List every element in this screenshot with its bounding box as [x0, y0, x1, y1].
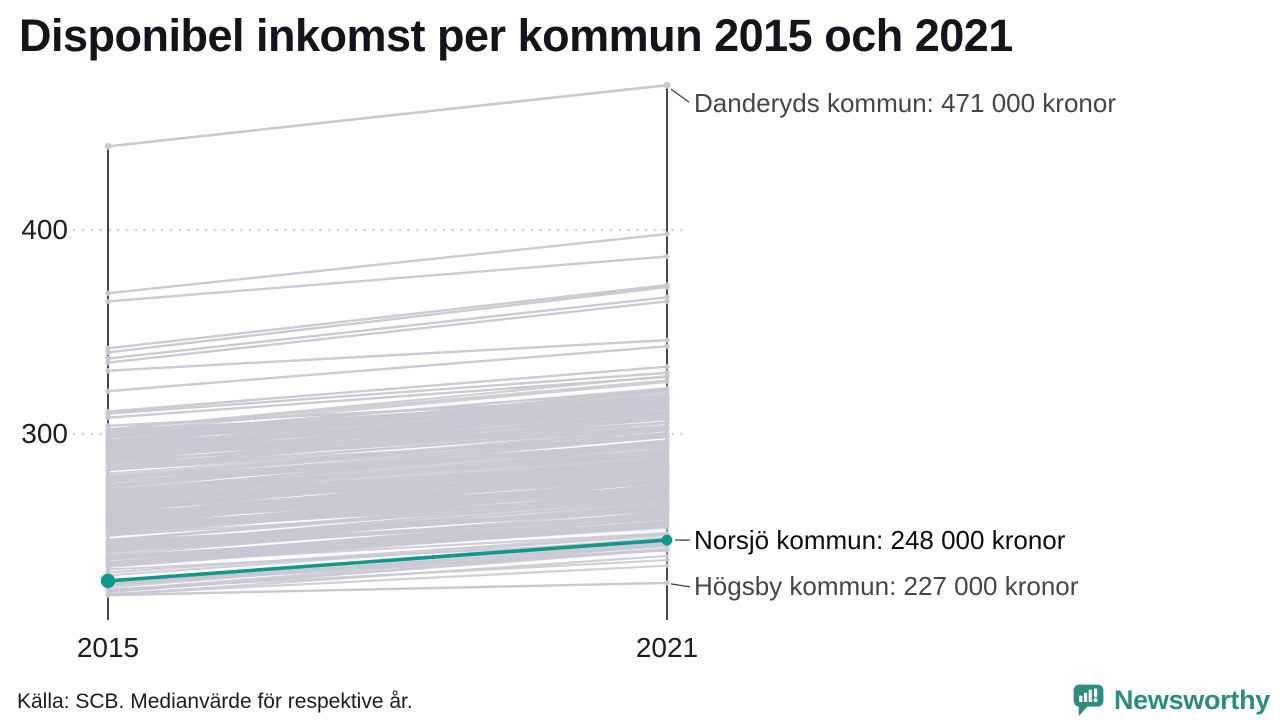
newsworthy-speech-bubble-icon	[1073, 684, 1104, 717]
annotation-danderyd: Danderyds kommun: 471 000 kronor	[694, 88, 1117, 118]
x-axis-label-2021: 2021	[635, 632, 699, 663]
source-note: Källa: SCB. Medianvärde för respektive å…	[17, 690, 413, 713]
chart-title: Disponibel inkomst per kommun 2015 och 2…	[19, 10, 1013, 61]
y-tick-label-300: 300	[21, 418, 68, 449]
x-axis-label-2015: 2015	[76, 632, 140, 663]
norsjo-highlight-line	[100, 534, 673, 589]
newsworthy-wordmark: Newsworthy	[1113, 685, 1270, 715]
annotation-hogsby: Högsby kommun: 227 000 kronor	[694, 571, 1079, 601]
labeled-gray-lines	[104, 81, 671, 598]
annotation-connectors	[670, 88, 691, 588]
y-tick-label-400: 400	[21, 214, 68, 245]
annotation-norsjo: Norsjö kommun: 248 000 kronor	[694, 525, 1066, 555]
background-municipality-lines	[105, 231, 670, 597]
newsworthy-logo[interactable]: Newsworthy	[1070, 682, 1270, 719]
